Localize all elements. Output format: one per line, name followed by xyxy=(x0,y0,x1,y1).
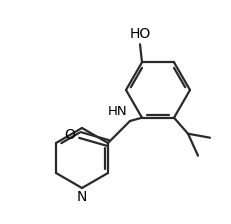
Text: O: O xyxy=(64,128,75,142)
Text: HN: HN xyxy=(107,105,127,118)
Text: N: N xyxy=(77,190,87,204)
Text: HO: HO xyxy=(129,27,151,41)
